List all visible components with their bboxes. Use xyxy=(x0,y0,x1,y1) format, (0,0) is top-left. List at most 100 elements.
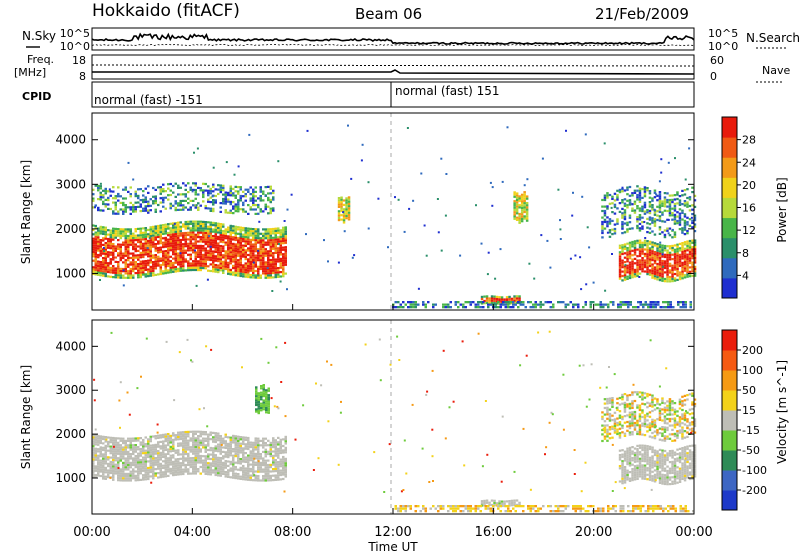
heatmap-cell xyxy=(102,437,105,441)
heatmap-cell xyxy=(638,470,642,474)
heatmap-cell xyxy=(491,186,494,189)
heatmap-cell xyxy=(159,467,162,470)
heatmap-cell xyxy=(99,265,102,268)
heatmap-cell xyxy=(187,238,190,241)
heatmap-cell xyxy=(249,474,252,477)
heatmap-cell xyxy=(127,161,130,164)
heatmap-cell xyxy=(192,446,195,449)
heatmap-cell xyxy=(239,270,242,273)
heatmap-cell xyxy=(114,271,117,274)
heatmap-cell xyxy=(169,470,172,473)
heatmap-cell xyxy=(264,477,267,480)
heatmap-cell xyxy=(134,267,137,270)
heatmap-cell xyxy=(207,207,210,210)
heatmap-cell xyxy=(154,474,157,477)
heatmap-cell xyxy=(277,249,280,252)
heatmap-cell xyxy=(661,200,664,203)
heatmap-cell xyxy=(159,462,162,465)
heatmap-cell xyxy=(656,450,659,453)
heatmap-cell xyxy=(485,299,489,302)
heatmap-cell xyxy=(689,303,692,306)
heatmap-cell xyxy=(162,246,165,249)
heatmap-cell xyxy=(669,303,672,306)
heatmap-cell xyxy=(214,454,217,457)
heatmap-cell xyxy=(259,274,262,277)
heatmap-cell xyxy=(621,473,624,476)
heatmap-cell xyxy=(212,447,215,450)
heatmap-cell xyxy=(658,481,662,484)
heatmap-cell xyxy=(671,469,674,472)
heatmap-cell xyxy=(621,223,624,226)
heatmap-cell xyxy=(209,225,212,229)
heatmap-cell xyxy=(174,259,177,262)
heatmap-cell xyxy=(502,303,505,306)
heatmap-cell xyxy=(423,224,426,227)
heatmap-cell xyxy=(164,263,167,266)
heatmap-cell xyxy=(187,247,190,250)
heatmap-cell xyxy=(254,261,257,264)
heatmap-cell xyxy=(167,249,170,252)
heatmap-cell xyxy=(97,198,100,201)
heatmap-cell xyxy=(621,225,624,228)
heatmap-cell xyxy=(274,247,277,250)
heatmap-cell xyxy=(187,455,190,458)
heatmap-cell xyxy=(262,464,265,467)
heatmap-cell xyxy=(142,271,145,274)
heatmap-cell xyxy=(99,269,102,272)
heatmap-cell xyxy=(219,247,222,250)
heatmap-cell xyxy=(219,227,222,230)
heatmap-cell xyxy=(262,388,265,391)
heatmap-cell xyxy=(97,470,100,473)
heatmap-cell xyxy=(643,244,647,247)
heatmap-cell xyxy=(109,441,112,444)
heatmap-cell xyxy=(257,234,260,238)
heatmap-cell xyxy=(127,472,130,475)
heatmap-cell xyxy=(673,462,677,465)
heatmap-cell xyxy=(673,477,677,481)
heatmap-cell xyxy=(636,464,639,467)
heatmap-cell xyxy=(255,399,258,402)
heatmap-cell xyxy=(159,436,162,439)
heatmap-cell xyxy=(194,184,197,187)
heatmap-cell xyxy=(512,306,515,309)
heatmap-cell xyxy=(239,451,242,454)
heatmap-cell xyxy=(132,241,135,244)
heatmap-cell xyxy=(142,198,145,201)
heatmap-cell xyxy=(234,263,237,266)
heatmap-cell xyxy=(102,226,105,229)
heatmap-cell xyxy=(272,468,275,471)
heatmap-cell xyxy=(677,303,680,306)
heatmap-cell xyxy=(104,235,107,238)
heatmap-cell xyxy=(149,470,152,474)
heatmap-cell xyxy=(142,207,145,210)
heatmap-cell xyxy=(691,226,694,229)
heatmap-cell xyxy=(194,224,197,228)
heatmap-cell xyxy=(239,186,242,189)
heatmap-cell xyxy=(274,452,277,455)
heatmap-cell xyxy=(102,263,105,266)
heatmap-cell xyxy=(137,468,140,471)
heatmap-cell xyxy=(167,450,170,453)
heatmap-cell xyxy=(102,270,105,273)
heatmap-cell xyxy=(267,250,270,253)
heatmap-cell xyxy=(184,459,187,462)
heatmap-cell xyxy=(162,466,165,469)
heatmap-cell xyxy=(187,208,190,211)
heatmap-cell xyxy=(194,246,197,250)
heatmap-cell xyxy=(643,263,647,266)
heatmap-cell xyxy=(202,189,205,192)
heatmap-cell xyxy=(267,272,270,275)
heatmap-cell xyxy=(518,221,521,224)
heatmap-cell xyxy=(247,465,250,468)
heatmap-cell xyxy=(638,276,641,278)
heatmap-cell xyxy=(134,437,137,440)
heatmap-cell xyxy=(447,303,450,306)
heatmap-cell xyxy=(678,447,682,450)
heatmap-cell xyxy=(673,464,677,467)
heatmap-cell xyxy=(244,188,247,191)
heatmap-cell xyxy=(224,462,227,465)
heatmap-cell xyxy=(479,306,482,309)
heatmap-cell xyxy=(137,274,140,277)
heatmap-cell xyxy=(264,267,267,271)
heatmap-cell xyxy=(513,295,516,298)
